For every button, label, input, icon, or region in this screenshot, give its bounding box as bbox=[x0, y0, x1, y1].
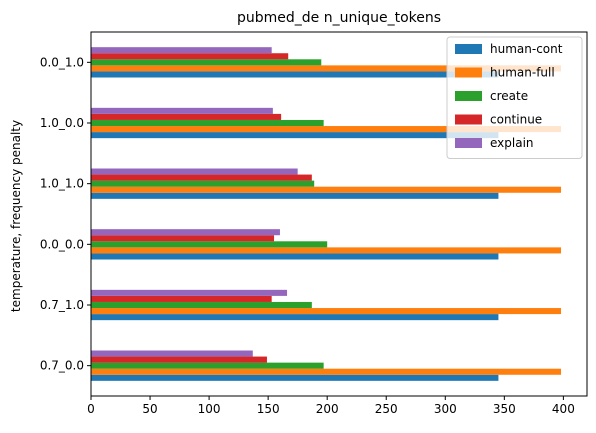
x-tick-label: 150 bbox=[257, 402, 280, 416]
x-tick-label: 200 bbox=[316, 402, 339, 416]
bar-explain-1.0_0.0 bbox=[91, 107, 273, 114]
bar-human-cont-0.7_1.0 bbox=[91, 314, 499, 321]
bar-continue-0.0_1.0 bbox=[91, 53, 289, 60]
legend: human-cont human-full create continue explai… bbox=[446, 36, 583, 159]
bar-human-full-1.0_1.0 bbox=[91, 186, 562, 193]
x-tick-label: 300 bbox=[434, 402, 457, 416]
bar-human-cont-0.0_1.0 bbox=[91, 71, 499, 78]
legend-label-continue: continue bbox=[490, 113, 542, 127]
y-tick-label: 0.7_1.0 bbox=[40, 298, 84, 312]
plot-frame bbox=[90, 31, 588, 397]
x-tick-label: 50 bbox=[142, 402, 157, 416]
legend-box bbox=[446, 36, 583, 159]
bar-continue-1.0_0.0 bbox=[91, 113, 282, 120]
bar-explain-0.7_0.0 bbox=[91, 350, 253, 357]
y-tick-label: 0.0_1.0 bbox=[40, 55, 84, 69]
legend-swatch-human-cont bbox=[455, 44, 482, 54]
legend-label-explain: explain bbox=[490, 136, 534, 150]
bar-create-0.7_1.0 bbox=[91, 301, 312, 309]
bar-human-full-0.0_1.0 bbox=[91, 65, 562, 72]
bar-human-cont-1.0_0.0 bbox=[91, 132, 499, 139]
y-tick-label: 1.0_0.0 bbox=[40, 116, 84, 130]
bar-human-full-0.7_1.0 bbox=[91, 308, 562, 315]
bar-explain-0.0_1.0 bbox=[91, 47, 272, 54]
y-tick-label: 0.0_0.0 bbox=[40, 237, 84, 251]
x-tick-label: 250 bbox=[375, 402, 398, 416]
bar-create-0.0_1.0 bbox=[91, 59, 322, 66]
x-tick-label: 350 bbox=[493, 402, 516, 416]
bar-explain-0.0_0.0 bbox=[91, 229, 280, 236]
bar-human-cont-0.0_0.0 bbox=[91, 253, 499, 260]
bar-continue-1.0_1.0 bbox=[91, 174, 312, 181]
legend-label-human-cont: human-cont bbox=[490, 42, 563, 56]
bar-continue-0.7_1.0 bbox=[91, 295, 272, 302]
bar-human-full-1.0_0.0 bbox=[91, 126, 562, 133]
x-tick-label: 100 bbox=[198, 402, 221, 416]
bar-human-full-0.0_0.0 bbox=[91, 247, 562, 254]
bar-human-cont-1.0_1.0 bbox=[91, 192, 499, 199]
bar-explain-1.0_1.0 bbox=[91, 168, 298, 175]
bar-continue-0.0_0.0 bbox=[91, 235, 275, 242]
y-axis-label: temperature, frequency penalty bbox=[9, 120, 23, 312]
x-tick-label: 0 bbox=[87, 402, 95, 416]
chart-title: pubmed_de n_unique_tokens bbox=[237, 10, 441, 26]
legend-label-create: create bbox=[490, 89, 528, 103]
bars-group bbox=[91, 47, 562, 381]
legend-swatch-explain bbox=[455, 138, 482, 148]
bar-create-1.0_1.0 bbox=[91, 180, 315, 187]
y-tick-label: 0.7_0.0 bbox=[40, 359, 84, 373]
y-tick-label: 1.0_1.0 bbox=[40, 177, 84, 191]
legend-label-human-full: human-full bbox=[490, 66, 555, 80]
bar-human-cont-0.7_0.0 bbox=[91, 374, 499, 381]
legend-swatch-create bbox=[455, 91, 482, 101]
legend-swatch-human-full bbox=[455, 67, 482, 78]
legend-swatch-continue bbox=[455, 114, 482, 125]
bar-continue-0.7_0.0 bbox=[91, 356, 267, 363]
bar-human-full-0.7_0.0 bbox=[91, 368, 562, 375]
bar-explain-0.7_1.0 bbox=[91, 289, 288, 296]
ticks-group: 0.7_0.0 0.7_1.0 0.0_0.0 1.0_1.0 1.0_0.0 0.0_1… bbox=[40, 55, 575, 416]
bar-create-0.7_0.0 bbox=[91, 362, 324, 369]
x-tick-label: 400 bbox=[552, 402, 575, 416]
bar-create-0.0_0.0 bbox=[91, 241, 328, 248]
bar-create-1.0_0.0 bbox=[91, 119, 324, 127]
